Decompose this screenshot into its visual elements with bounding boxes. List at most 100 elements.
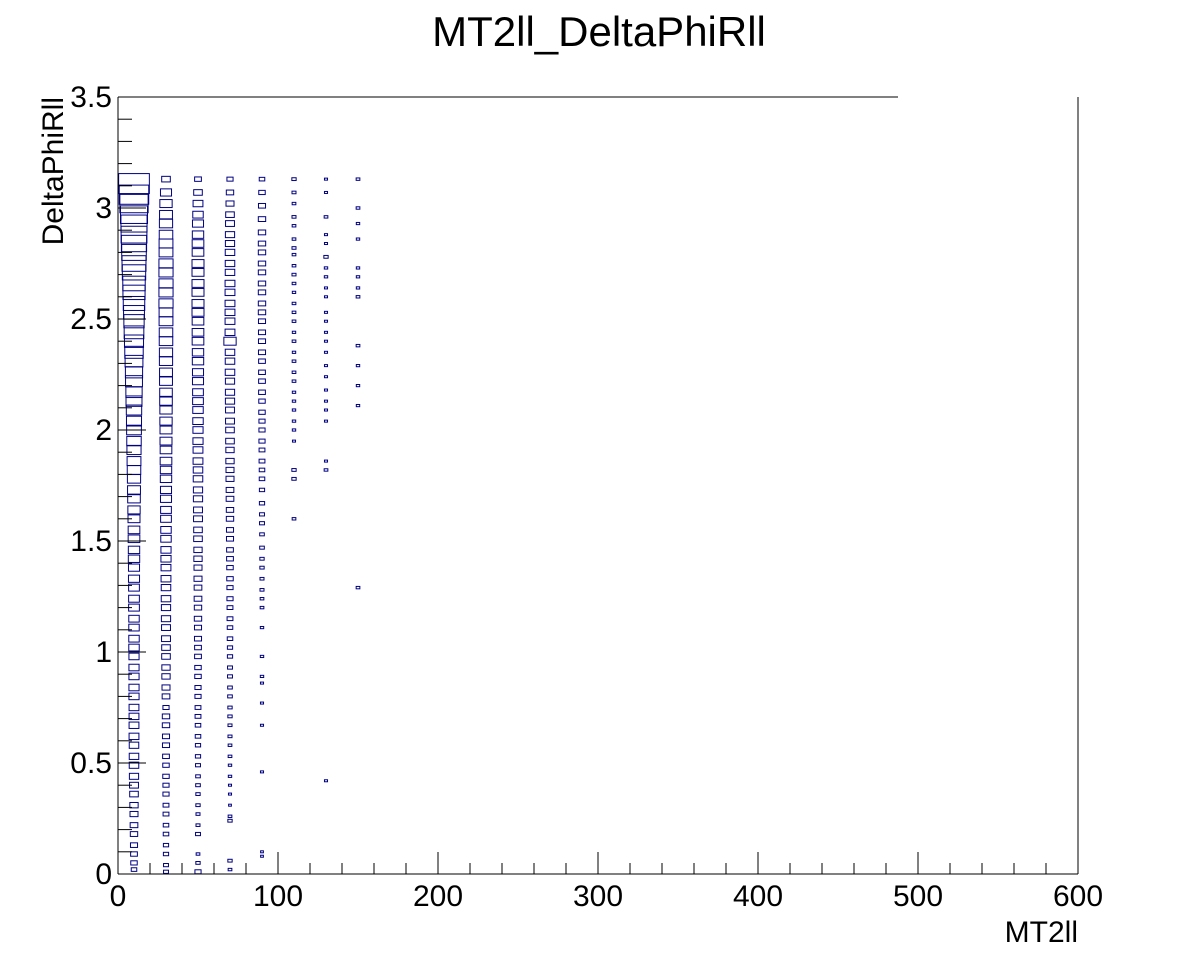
heatmap-cell-x70-3 — [225, 211, 235, 218]
heatmap-cell-x50-5 — [191, 230, 205, 239]
heatmap-cell-x10-56 — [128, 732, 140, 741]
x-tick-label-100: 100 — [253, 880, 303, 913]
heatmap-cell-x10-15 — [123, 325, 145, 340]
heatmap-cell-x90-36 — [259, 556, 265, 561]
heatmap-cell-x30-12 — [158, 298, 174, 309]
heatmap-cell-x30-63 — [162, 802, 170, 808]
heatmap-cell-x30-38 — [160, 554, 172, 563]
heatmap-cell-x70-4 — [225, 220, 235, 227]
heatmap-cell-x30-43 — [160, 604, 172, 612]
heatmap-cell-x150-4 — [355, 266, 361, 270]
heatmap-cell-x30-14 — [158, 316, 174, 327]
heatmap-cell-x30-40 — [160, 575, 172, 583]
heatmap-cell-x30-62 — [162, 791, 170, 797]
heatmap-cell-x70-32 — [225, 495, 235, 502]
heatmap-cell-x150-10 — [355, 384, 361, 388]
heatmap-cell-x130-6 — [323, 266, 329, 270]
y-tick-label-1: 1 — [95, 636, 112, 669]
heatmap-cell-x30-20 — [159, 376, 173, 386]
heatmap-cell-x70-12 — [224, 299, 236, 308]
heatmap-cell-x70-48 — [226, 654, 234, 659]
heatmap-cell-x70-49 — [227, 665, 233, 670]
heatmap-cell-x10-66 — [129, 831, 139, 837]
heatmap-cell-x70-36 — [225, 535, 235, 542]
heatmap-cell-x50-17 — [191, 348, 205, 357]
heatmap-cell-x70-29 — [225, 466, 235, 474]
heatmap-cell-x50-60 — [195, 774, 201, 779]
heatmap-cell-x130-9 — [323, 295, 329, 299]
heatmap-cell-x70-11 — [224, 288, 236, 297]
heatmap-cell-x50-16 — [191, 336, 205, 346]
heatmap-cell-x50-67 — [195, 852, 201, 856]
heatmap-cell-x130-1 — [323, 190, 329, 194]
heatmap-cell-x10-59 — [128, 761, 140, 769]
heatmap-cell-x30-10 — [158, 278, 174, 289]
heatmap-cell-x30-0 — [161, 175, 171, 183]
heatmap-cell-x110-20 — [291, 379, 297, 383]
heatmap-cell-x30-17 — [158, 347, 174, 358]
heatmap-cell-x50-25 — [192, 426, 204, 434]
heatmap-cell-x90-7 — [257, 260, 267, 267]
heatmap-cell-x30-47 — [161, 644, 171, 651]
heatmap-cell-x150-5 — [355, 275, 361, 279]
heatmap-cell-x30-49 — [161, 664, 171, 671]
heatmap-cell-x50-69 — [194, 869, 202, 875]
axes-frame — [117, 96, 1079, 875]
heatmap-cell-x110-18 — [291, 359, 297, 363]
heatmap-cell-x110-16 — [291, 339, 297, 343]
heatmap-cell-x30-19 — [159, 367, 173, 377]
heatmap-cell-x50-22 — [192, 397, 204, 406]
heatmap-cell-x70-64 — [227, 814, 233, 818]
heatmap-cell-x30-61 — [162, 782, 170, 788]
heatmap-cell-x90-25 — [258, 438, 266, 444]
y-tick-label-3: 3 — [95, 192, 112, 225]
heatmap-cell-x50-66 — [195, 831, 201, 837]
heatmap-cell-x10-29 — [126, 465, 142, 475]
heatmap-cell-x30-1 — [159, 188, 173, 197]
heatmap-cell-x30-67 — [162, 842, 170, 848]
heatmap-cell-x30-70 — [163, 869, 169, 874]
heatmap-cell-x90-39 — [259, 588, 265, 592]
heatmap-cell-x30-28 — [159, 456, 173, 466]
heatmap-cell-x110-25 — [291, 428, 297, 432]
x-tick-label-300: 300 — [573, 880, 623, 913]
heatmap-cell-x30-48 — [161, 653, 171, 660]
heatmap-cell-x50-38 — [193, 555, 203, 562]
heatmap-cell-x70-41 — [226, 585, 234, 591]
heatmap-cell-x10-60 — [128, 772, 140, 780]
heatmap-cell-x50-18 — [191, 356, 205, 366]
heatmap-cell-x130-8 — [323, 286, 329, 290]
heatmap-cell-x50-39 — [193, 564, 203, 571]
heatmap-cell-x90-3 — [257, 216, 267, 222]
heatmap-cell-x90-22 — [258, 409, 266, 415]
heatmap-cell-x90-27 — [258, 458, 266, 464]
heatmap-cell-x30-41 — [160, 584, 172, 592]
heatmap-cell-x10-35 — [127, 525, 141, 535]
heatmap-cell-x70-35 — [225, 527, 235, 533]
heatmap-cell-x50-13 — [191, 307, 205, 317]
heatmap-cell-x70-65 — [227, 818, 233, 823]
heatmap-cell-x70-37 — [226, 547, 234, 553]
heatmap-cell-x10-24 — [125, 415, 143, 427]
heatmap-cell-x30-69 — [163, 863, 169, 868]
heatmap-cell-x70-27 — [225, 446, 235, 454]
heatmap-cell-x110-21 — [291, 390, 297, 394]
x-tick-label-200: 200 — [413, 880, 463, 913]
heatmap-cell-x30-8 — [158, 258, 174, 269]
heatmap-cell-x50-0 — [194, 176, 202, 182]
heatmap-cell-x130-15 — [323, 364, 329, 368]
heatmap-cell-x110-24 — [291, 419, 297, 423]
heatmap-cell-x30-23 — [159, 405, 173, 415]
heatmap-cell-x70-5 — [224, 231, 236, 239]
heatmap-cell-x70-40 — [226, 576, 234, 582]
heatmap-cell-x70-39 — [226, 565, 234, 571]
heatmap-cell-x70-18 — [224, 357, 236, 365]
heatmap-cell-x10-13 — [123, 305, 145, 320]
heatmap-cell-x30-60 — [162, 773, 170, 779]
heatmap-cell-x150-8 — [355, 343, 361, 348]
heatmap-cell-x10-51 — [128, 683, 140, 692]
heatmap-cell-x70-28 — [225, 457, 235, 465]
heatmap-cell-x10-0 — [118, 173, 150, 195]
heatmap-cell-x10-10 — [122, 275, 146, 292]
heatmap-cell-x30-2 — [159, 199, 173, 209]
